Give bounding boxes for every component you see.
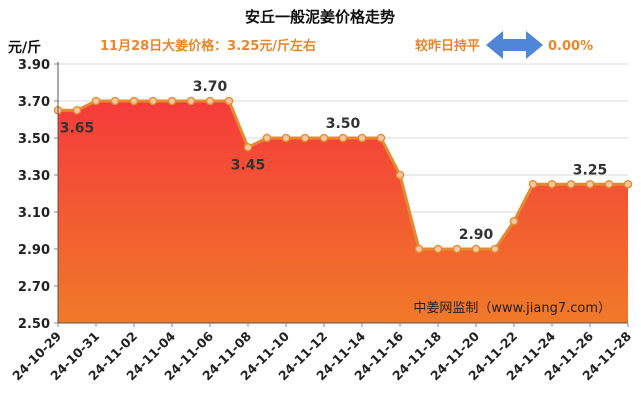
price-subtitle: 11月28日大姜价格：3.25元/斤左右: [100, 38, 316, 54]
data-point: [186, 96, 196, 106]
data-point: [319, 133, 329, 143]
data-point: [490, 244, 500, 254]
source-note: 中姜网监制（www.jiang7.com）: [413, 301, 611, 316]
data-point: [110, 96, 120, 106]
y-tick-label: 2.50: [18, 317, 50, 332]
data-point: [604, 179, 614, 189]
y-tick-label: 3.50: [18, 132, 50, 147]
data-point: [414, 244, 424, 254]
y-tick-label: 3.70: [18, 95, 50, 110]
y-tick-labels: 3.90 3.70 3.50 3.30 3.10 2.90 2.70 2.50: [18, 58, 50, 332]
data-point: [376, 133, 386, 143]
data-point: [91, 96, 101, 106]
data-labels: 3.65 3.70 3.45 3.50 2.90 3.25: [60, 79, 608, 243]
data-point: [509, 216, 519, 226]
data-label: 3.25: [573, 162, 608, 178]
data-point: [528, 179, 538, 189]
data-point: [300, 133, 310, 143]
compare-value: 0.00%: [548, 39, 593, 54]
data-point: [129, 96, 139, 106]
data-point: [72, 105, 82, 115]
data-point: [338, 133, 348, 143]
data-point: [547, 179, 557, 189]
data-label: 3.70: [193, 79, 228, 95]
data-point: [623, 179, 633, 189]
data-label: 3.50: [326, 116, 361, 132]
data-point: [585, 179, 595, 189]
data-point: [205, 96, 215, 106]
data-point: [395, 170, 405, 180]
y-tick-label: 3.10: [18, 206, 50, 221]
data-point: [471, 244, 481, 254]
data-label: 3.65: [60, 120, 95, 136]
compare-label: 较昨日持平: [415, 38, 480, 54]
data-point: [452, 244, 462, 254]
y-axis-unit: 元/斤: [8, 39, 41, 56]
data-point: [281, 133, 291, 143]
y-tick-label: 2.90: [18, 243, 50, 258]
data-point: [243, 142, 253, 152]
area-polygon: [58, 101, 628, 323]
area-fill: [58, 101, 628, 323]
data-point: [566, 179, 576, 189]
data-label: 2.90: [459, 227, 494, 243]
left-right-arrow-icon: [486, 31, 543, 59]
data-point: [167, 96, 177, 106]
x-tick-labels: 24-10-2924-10-3124-11-0224-11-0424-11-06…: [9, 323, 634, 383]
data-point: [357, 133, 367, 143]
y-tick-label: 2.70: [18, 280, 50, 295]
series-markers: [53, 96, 633, 254]
y-tick-label: 3.30: [18, 169, 50, 184]
chart-title: 安丘一般泥姜价格走势: [245, 8, 395, 26]
axes: [57, 62, 628, 324]
data-point: [433, 244, 443, 254]
data-point: [262, 133, 272, 143]
data-label: 3.45: [231, 157, 266, 173]
y-tick-label: 3.90: [18, 58, 50, 73]
data-point: [148, 96, 158, 106]
data-point: [224, 96, 234, 106]
